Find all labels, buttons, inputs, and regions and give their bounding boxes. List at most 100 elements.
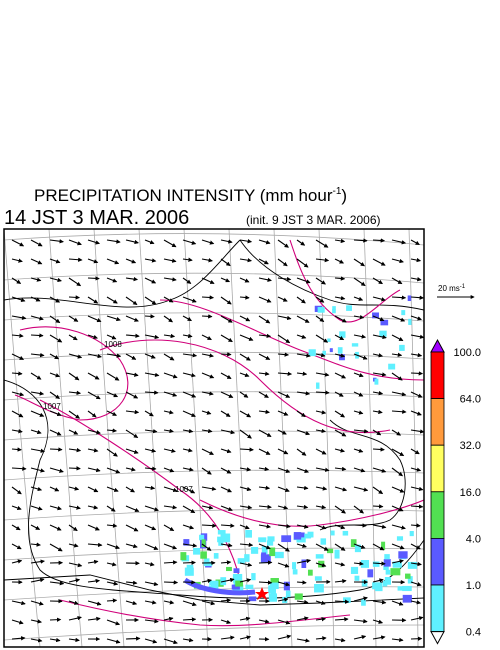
wind-arrow [258,560,273,565]
wind-arrow [353,428,369,434]
precip-cell [201,539,206,548]
wind-arrow [239,578,252,583]
wind-arrow [334,295,346,301]
wind-arrow [296,558,312,564]
colorbar-segment [430,398,445,446]
wind-arrow [353,635,367,640]
wind-arrow [49,617,62,622]
wind-arrow [106,372,120,381]
wind-arrow [106,391,119,398]
wind-arrow [410,257,422,263]
graticule-line [318,229,335,647]
wind-arrow [49,315,61,324]
wind-arrow [106,334,117,340]
wind-arrow [410,352,423,358]
wind-arrow [296,524,309,529]
wind-arrow [296,353,311,358]
wind-arrow [220,467,232,474]
wind-arrow [182,448,193,453]
wind-arrow [277,505,289,510]
wind-arrow [258,448,271,455]
wind-arrow [68,447,82,453]
wind-arrow [296,543,307,548]
precip-cell [390,568,401,576]
precip-cell [226,566,232,572]
wind-arrow [106,638,121,644]
wind-arrow [410,486,424,492]
wind-arrow [372,353,384,358]
wind-arrow [296,258,309,268]
wind-arrow [220,486,232,493]
wind-arrow [258,580,273,585]
wind-arrow [68,410,80,419]
wind-arrow [49,239,64,244]
wind-arrow [11,447,22,452]
precip-cell [251,573,256,581]
wind-arrow [315,562,327,568]
wind-arrow [334,391,344,397]
wind-arrow [68,615,82,621]
wind-arrow [87,410,97,418]
precip-cell [405,573,411,579]
wind-arrow [163,616,174,622]
wind-arrow [296,599,309,605]
precip-cell [267,536,275,542]
precip-cell [285,590,291,598]
wind-arrow [87,578,101,584]
wind-arrow [353,372,364,378]
wind-arrow [258,371,270,376]
colorbar-segment [430,444,445,493]
precip-cell [274,551,284,559]
wind-arrow [11,543,22,550]
wind-arrow [68,315,79,322]
wind-arrow [49,637,61,643]
wind-arrow [372,277,383,285]
wind-arrow [391,409,407,414]
precip-cell [332,309,336,314]
wind-arrow [239,429,252,439]
wind-arrow [106,353,122,358]
wind-arrow [163,448,176,453]
wind-arrow [87,559,99,565]
precip-cell [402,594,412,603]
wind-arrow [372,372,387,377]
wind-arrow [182,257,193,262]
wind-arrow [11,524,21,531]
precip-cell [248,596,257,602]
precip-cell [317,307,325,313]
wind-arrow [315,410,327,415]
wind-arrow [277,296,288,302]
graticule-line [4,508,424,521]
wind-arrow [220,334,233,343]
wind-arrow [182,277,192,284]
wind-arrow [220,391,234,398]
wind-arrow [353,543,366,549]
wind-arrow [87,276,100,281]
wind-arrow [11,391,25,397]
wind-arrow [163,391,178,397]
wind-arrow [49,372,61,378]
precip-cell [407,576,413,584]
wind-arrow [11,315,27,320]
precip-cell [270,588,277,594]
map-frame [3,228,425,648]
wind-arrow [391,391,407,397]
wind-arrow [315,524,327,530]
wind-arrow [315,239,329,248]
colorbar-label: 64.0 [460,394,481,406]
wind-arrow [258,333,272,339]
precip-cell [380,319,389,326]
wind-arrow [68,429,79,435]
wind-arrow [87,258,99,264]
wind-arrow [334,486,348,492]
wind-arrow [239,486,252,492]
wind-arrow [182,428,194,434]
wind-arrow [296,334,307,339]
precip-cell [186,564,194,572]
wind-arrow [372,561,386,566]
wind-arrow [144,296,157,305]
wind-arrow [144,334,160,340]
wind-arrow [220,277,231,283]
wind-arrow [125,409,140,415]
wind-arrow [296,616,309,621]
